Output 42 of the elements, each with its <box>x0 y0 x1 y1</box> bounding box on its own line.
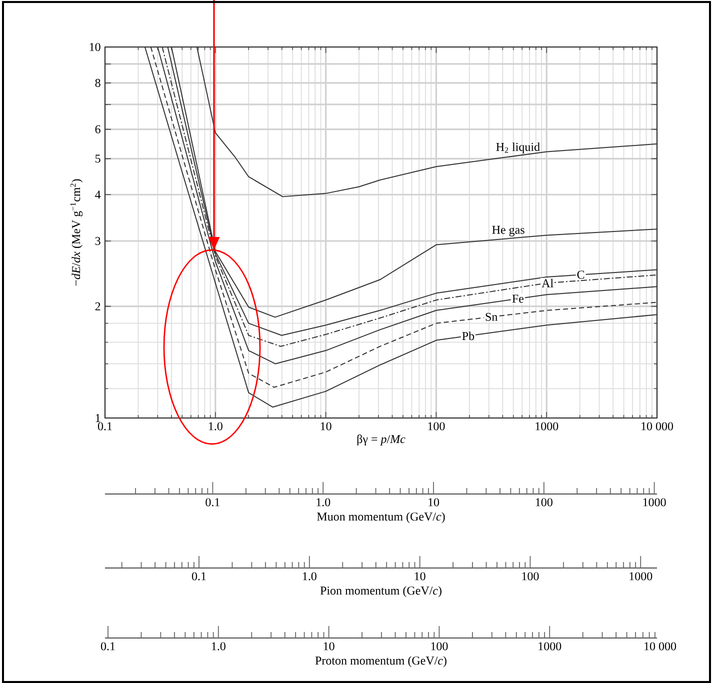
text: 1000 <box>643 498 666 506</box>
x-tick-label: 0.1 <box>98 422 112 430</box>
text: 10 <box>414 572 426 580</box>
series-label: C <box>577 270 584 279</box>
text: 10 000 <box>644 642 676 650</box>
text: 100 <box>522 572 539 580</box>
y-tick-label: 2 <box>95 302 100 310</box>
y-tick-label: 4 <box>95 190 101 199</box>
x-tick-label: 100 <box>428 422 445 430</box>
x-tick-label: 10 000 <box>642 422 674 430</box>
text: Pion momentum (GeV/c) <box>320 586 442 598</box>
text: 10 <box>324 642 334 650</box>
series-label: H$_{2}$ liquid <box>496 142 540 154</box>
y-tick-label: 5 <box>95 154 100 163</box>
text: 1000 <box>538 642 562 650</box>
legend-label: Al <box>542 278 554 288</box>
y-tick-label: 8 <box>95 78 100 87</box>
text: 0.1 <box>206 498 220 506</box>
text: Muon momentum (GeV/c) <box>317 512 445 524</box>
text: 100 <box>536 498 552 506</box>
series-label: Pb <box>462 332 474 340</box>
y-tick-label: 1 <box>96 414 100 422</box>
text: 1.0 <box>212 642 226 650</box>
y-tick-label: 3 <box>95 236 100 246</box>
text: Proton momentum (GeV/c) <box>315 656 446 668</box>
x-tick-label: 10 <box>320 422 332 430</box>
x-tick-label: 1.0 <box>208 422 222 430</box>
text: −dE/dx (MeV g$^{−1}$cm$^{2}$) <box>70 179 83 286</box>
series-label: Sn <box>486 312 498 321</box>
series-label: He gas <box>492 226 524 236</box>
text: 0.1 <box>192 572 206 580</box>
text: 1.0 <box>302 572 316 580</box>
text: 10 <box>428 498 440 506</box>
text: 1.0 <box>316 498 330 506</box>
text: 0.1 <box>100 642 115 650</box>
x-axis-title: βγ = p/Mc <box>357 434 406 446</box>
text: 1000 <box>630 572 652 580</box>
text: 100 <box>431 642 448 650</box>
x-tick-label: 1000 <box>536 422 558 430</box>
y-tick-label: 6 <box>95 125 100 134</box>
y-tick-label: 10 <box>90 42 100 52</box>
series-label: Fe <box>512 294 524 303</box>
